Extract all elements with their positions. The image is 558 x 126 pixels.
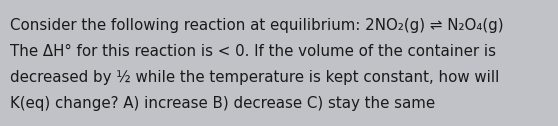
Text: K(eq) change? A) increase B) decrease C) stay the same: K(eq) change? A) increase B) decrease C)… bbox=[10, 96, 435, 111]
Text: Consider the following reaction at equilibrium: 2NO₂(g) ⇌ N₂O₄(g): Consider the following reaction at equil… bbox=[10, 18, 504, 33]
Text: The ΔH° for this reaction is < 0. If the volume of the container is: The ΔH° for this reaction is < 0. If the… bbox=[10, 44, 496, 59]
Text: decreased by ½ while the temperature is kept constant, how will: decreased by ½ while the temperature is … bbox=[10, 70, 499, 85]
